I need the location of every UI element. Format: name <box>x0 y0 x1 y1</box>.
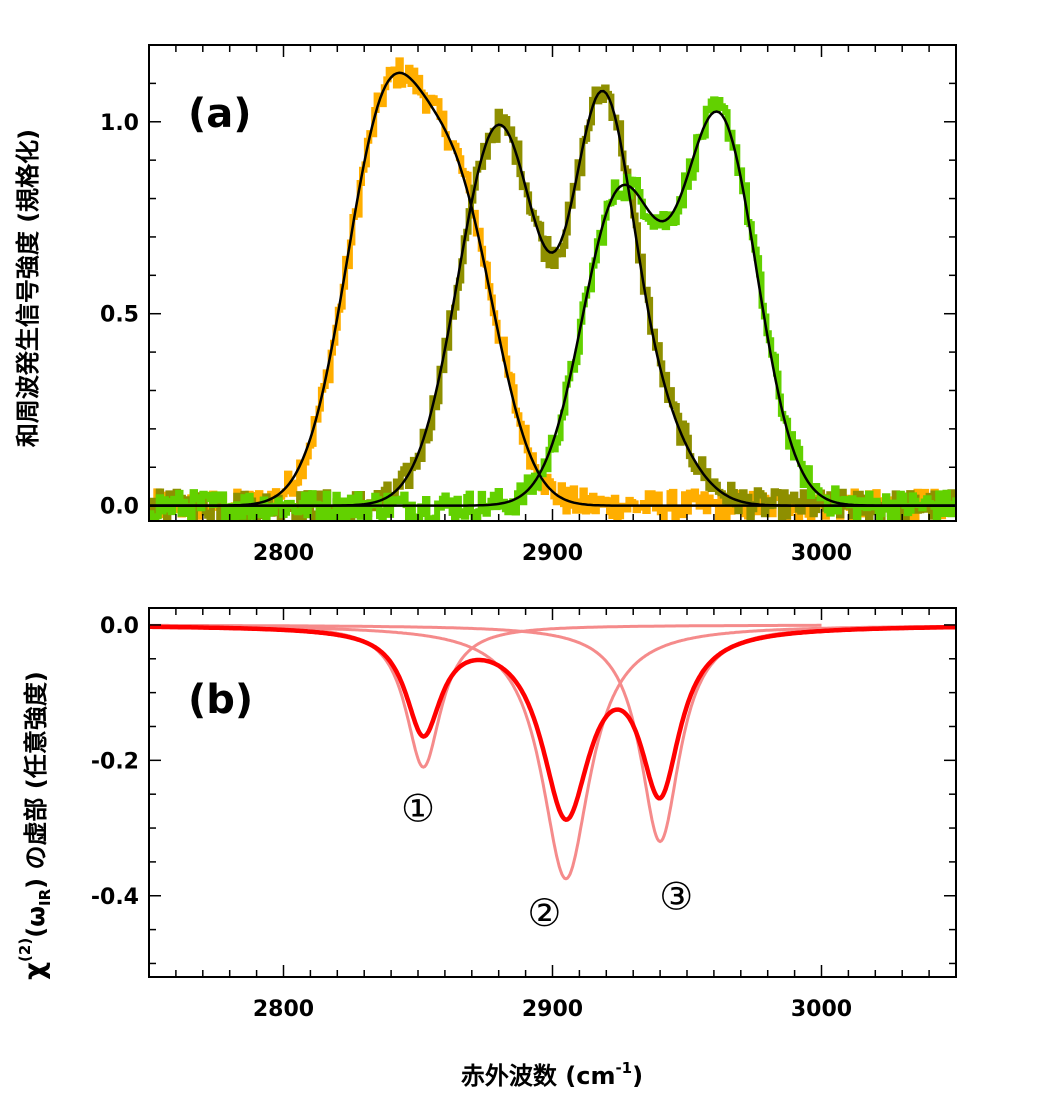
panel-a-y-axis-title: 和周波発生信号強度 (規格化) <box>14 129 42 447</box>
total-curve <box>149 624 956 823</box>
panel-a-plot-area <box>149 57 956 521</box>
panel-b: (b) 2800 2900 3000 0.0 -0.2 -0.4 ① ② ③ χ… <box>16 607 957 1022</box>
measured-spectrum-3 <box>149 96 956 521</box>
peak-marker-2: ② <box>527 891 561 935</box>
panel-a-ticks <box>148 44 957 521</box>
panel-b-ytick-label: -0.2 <box>91 749 139 774</box>
peak-marker-1: ① <box>401 786 435 830</box>
panel-b-ytick-label: -0.4 <box>91 885 139 910</box>
x-axis-title-superscript: -1 <box>615 1059 632 1077</box>
panel-a-ytick-label: 1.0 <box>100 111 139 136</box>
panel-b-label: (b) <box>188 677 253 723</box>
panel-a: (a) 2800 2900 3000 0.0 0.5 1.0 和周波発生信号強度… <box>14 44 957 566</box>
x-axis-title: 赤外波数 (cm-1) <box>461 1059 643 1090</box>
panel-a-ytick-label: 0.0 <box>100 495 139 520</box>
panel-a-xtick-label: 2900 <box>522 541 583 566</box>
panel-a-xtick-label: 2800 <box>253 541 314 566</box>
omega-text: (ω <box>22 906 50 938</box>
panel-b-ticks <box>148 608 957 977</box>
panel-a-xtick-label: 3000 <box>791 541 852 566</box>
chi-order-superscript: (2) <box>16 938 34 962</box>
panel-a-ytick-label: 0.5 <box>100 303 139 328</box>
panel-b-xtick-label: 3000 <box>791 997 852 1022</box>
component-curve-1 <box>283 623 822 769</box>
panel-b-xtick-label: 2800 <box>253 997 314 1022</box>
imaginary-part-text: ) の虚部 (任意強度) <box>22 671 50 889</box>
peak-marker-3: ③ <box>659 874 693 918</box>
panel-b-plot-area <box>149 623 956 881</box>
ir-subscript: IR <box>36 888 54 906</box>
measured-spectrum-2 <box>149 84 956 521</box>
component-curve-2 <box>149 624 956 881</box>
panel-a-label: (a) <box>188 91 252 137</box>
x-axis-title-end: ) <box>632 1062 643 1090</box>
fit-curve-3 <box>149 110 956 507</box>
component-curve-3 <box>149 623 956 844</box>
x-axis-title-main: 赤外波数 (cm <box>461 1062 616 1090</box>
panel-b-y-axis-title: χ(2)(ωIR) の虚部 (任意強度) <box>16 671 54 980</box>
chi-symbol: χ <box>18 962 51 980</box>
panel-b-xtick-label: 2900 <box>522 997 583 1022</box>
panel-b-ytick-label: 0.0 <box>100 614 139 639</box>
